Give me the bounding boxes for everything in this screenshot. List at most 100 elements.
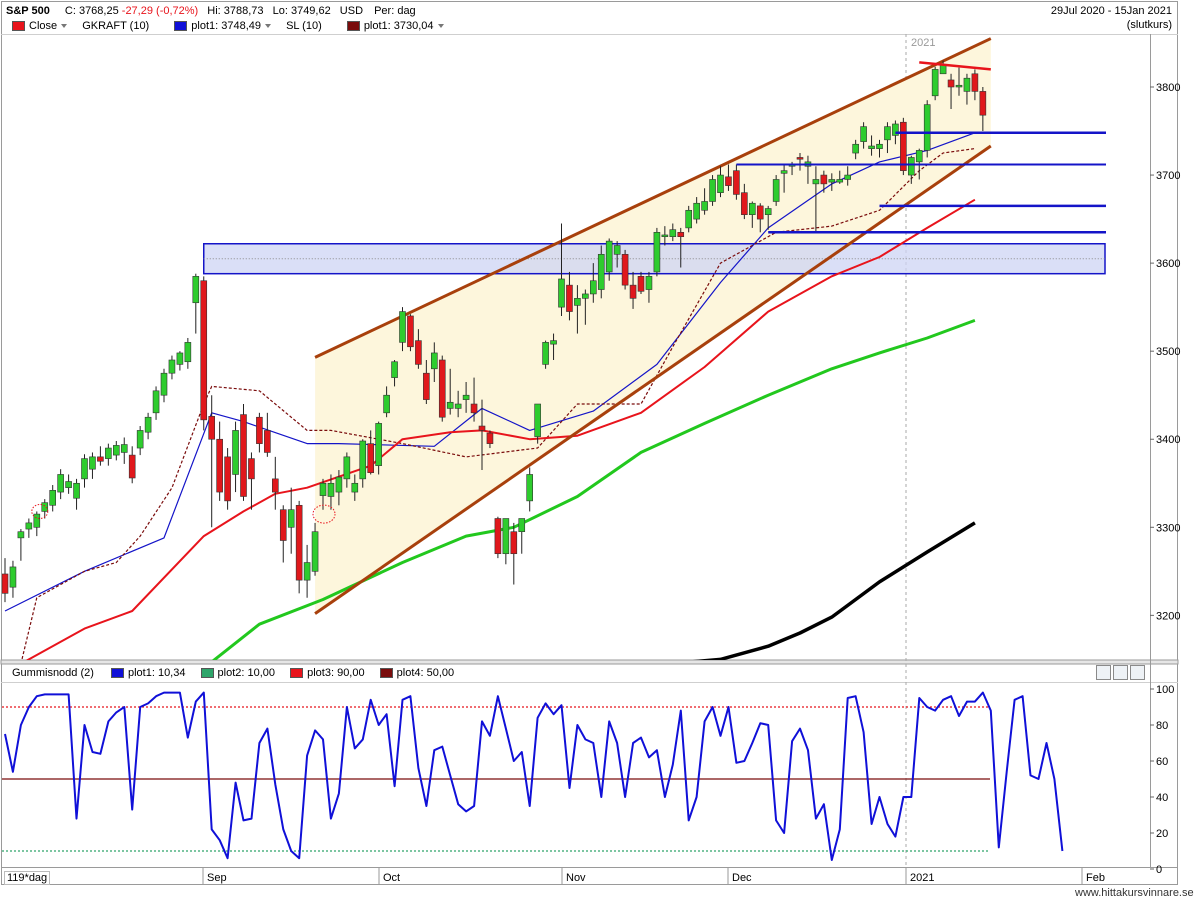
candle-up	[335, 476, 343, 493]
bars-count[interactable]: 119*dag	[4, 871, 51, 885]
dropdown-arrow-icon[interactable]	[265, 24, 272, 29]
candle-down	[478, 425, 486, 431]
legend-swatch-icon	[12, 21, 25, 32]
candle-up	[645, 276, 653, 290]
candle-down	[677, 231, 685, 238]
candle-up	[176, 352, 184, 365]
candle-up	[780, 170, 788, 174]
candle-down	[200, 280, 208, 421]
candle-down	[733, 170, 740, 195]
candle-up	[558, 278, 565, 308]
candle-down	[248, 458, 255, 480]
candle-up	[25, 522, 33, 530]
candle-down	[494, 518, 502, 555]
indicator-title[interactable]: Gummisnodd (2)	[12, 667, 94, 679]
candle-up	[136, 430, 144, 449]
x-tick-label: 2021	[910, 872, 934, 884]
price-tick-label: 3500	[1156, 346, 1180, 358]
candle-up	[597, 254, 605, 290]
candle-up	[454, 403, 462, 409]
candle-up	[351, 482, 359, 493]
candle-up	[955, 84, 963, 88]
candle-up	[81, 458, 88, 480]
ind-tick-label: 80	[1156, 720, 1168, 732]
legend-plot1-ind[interactable]: plot1: 10,34	[110, 667, 185, 679]
legend-sl[interactable]: SL (10)	[286, 20, 322, 32]
candle-down	[2, 573, 9, 594]
price-tick-label: 3300	[1156, 522, 1180, 534]
candle-up	[17, 531, 25, 539]
candle-up	[311, 531, 319, 572]
candle-up	[534, 403, 541, 437]
candle-up	[287, 509, 295, 528]
candle-down	[438, 359, 446, 418]
candle-up	[852, 143, 859, 154]
price-plot-area	[2, 37, 1106, 660]
legend-plot2-ind[interactable]: plot2: 10,00	[200, 667, 275, 679]
gummisnodd-indicator	[2, 691, 1064, 861]
period: Per: dag	[374, 5, 416, 17]
candle-up	[868, 145, 875, 149]
candle-up	[884, 126, 891, 141]
candle-down	[415, 340, 422, 365]
high-value: Hi: 3788,73	[207, 5, 264, 17]
legend-plot4-ind[interactable]: plot4: 50,00	[379, 667, 454, 679]
legend-gkraft[interactable]: GKRAFT (10)	[82, 20, 150, 32]
candle-down	[470, 403, 478, 414]
candle-down	[900, 121, 907, 171]
candle-down	[271, 478, 279, 493]
pane-zoom-icon[interactable]	[1113, 665, 1128, 680]
pane-splitter[interactable]	[0, 659, 1179, 665]
candle-up	[693, 202, 700, 220]
candle-down	[979, 91, 987, 116]
candle-up	[327, 482, 335, 497]
candle-down	[820, 174, 828, 185]
candle-up	[168, 359, 176, 374]
reversal-marker	[312, 504, 336, 524]
dropdown-arrow-icon[interactable]	[61, 24, 68, 29]
price-tick-label: 3800	[1156, 82, 1180, 94]
candle-up	[446, 401, 454, 409]
channel-lower-line	[314, 144, 992, 615]
candle-up	[462, 394, 470, 400]
price-tick-label: 3600	[1156, 258, 1180, 270]
candle-down	[566, 284, 573, 312]
candle-up	[860, 126, 867, 142]
price-tick-label: 3400	[1156, 434, 1180, 446]
candle-up	[844, 174, 852, 180]
legend-swatch-icon	[290, 668, 304, 679]
candle-down	[240, 414, 247, 497]
candle-up	[303, 562, 311, 581]
candle-up	[931, 69, 939, 97]
candle-up	[907, 157, 915, 176]
legend-plot3-ind[interactable]: plot3: 90,00	[290, 667, 365, 679]
candle-up	[963, 77, 971, 92]
pane-settings-icon[interactable]	[1096, 665, 1111, 680]
candle-up	[73, 482, 80, 499]
candle-down	[224, 456, 231, 502]
candle-down	[295, 504, 303, 581]
candle-down	[486, 432, 494, 444]
close-value: C: 3768,25	[64, 5, 119, 17]
pane-close-icon[interactable]	[1130, 665, 1145, 680]
candle-down	[741, 192, 748, 215]
candle-up	[49, 490, 57, 506]
legend-close[interactable]: Close	[12, 20, 68, 32]
price-tick-label: 3700	[1156, 170, 1180, 182]
price-tick-label: 3200	[1156, 610, 1180, 622]
low-value: Lo: 3749,62	[272, 5, 331, 17]
candle-down	[97, 456, 104, 462]
candle-down	[629, 284, 637, 299]
candle-up	[709, 179, 716, 202]
candle-up	[550, 340, 557, 345]
legend-swatch-icon	[346, 21, 360, 32]
ind-plot-area	[2, 691, 1064, 861]
series-line-ma_long	[211, 318, 976, 660]
candle-up	[764, 208, 772, 215]
candle-up	[160, 372, 168, 396]
legend-plot1-gkraft[interactable]: plot1: 3748,49	[174, 20, 272, 32]
legend-plot1-sl[interactable]: plot1: 3730,04	[346, 20, 444, 32]
x-tick-label: Dec	[732, 872, 752, 884]
dropdown-arrow-icon[interactable]	[437, 24, 444, 29]
candle-up	[605, 240, 613, 273]
